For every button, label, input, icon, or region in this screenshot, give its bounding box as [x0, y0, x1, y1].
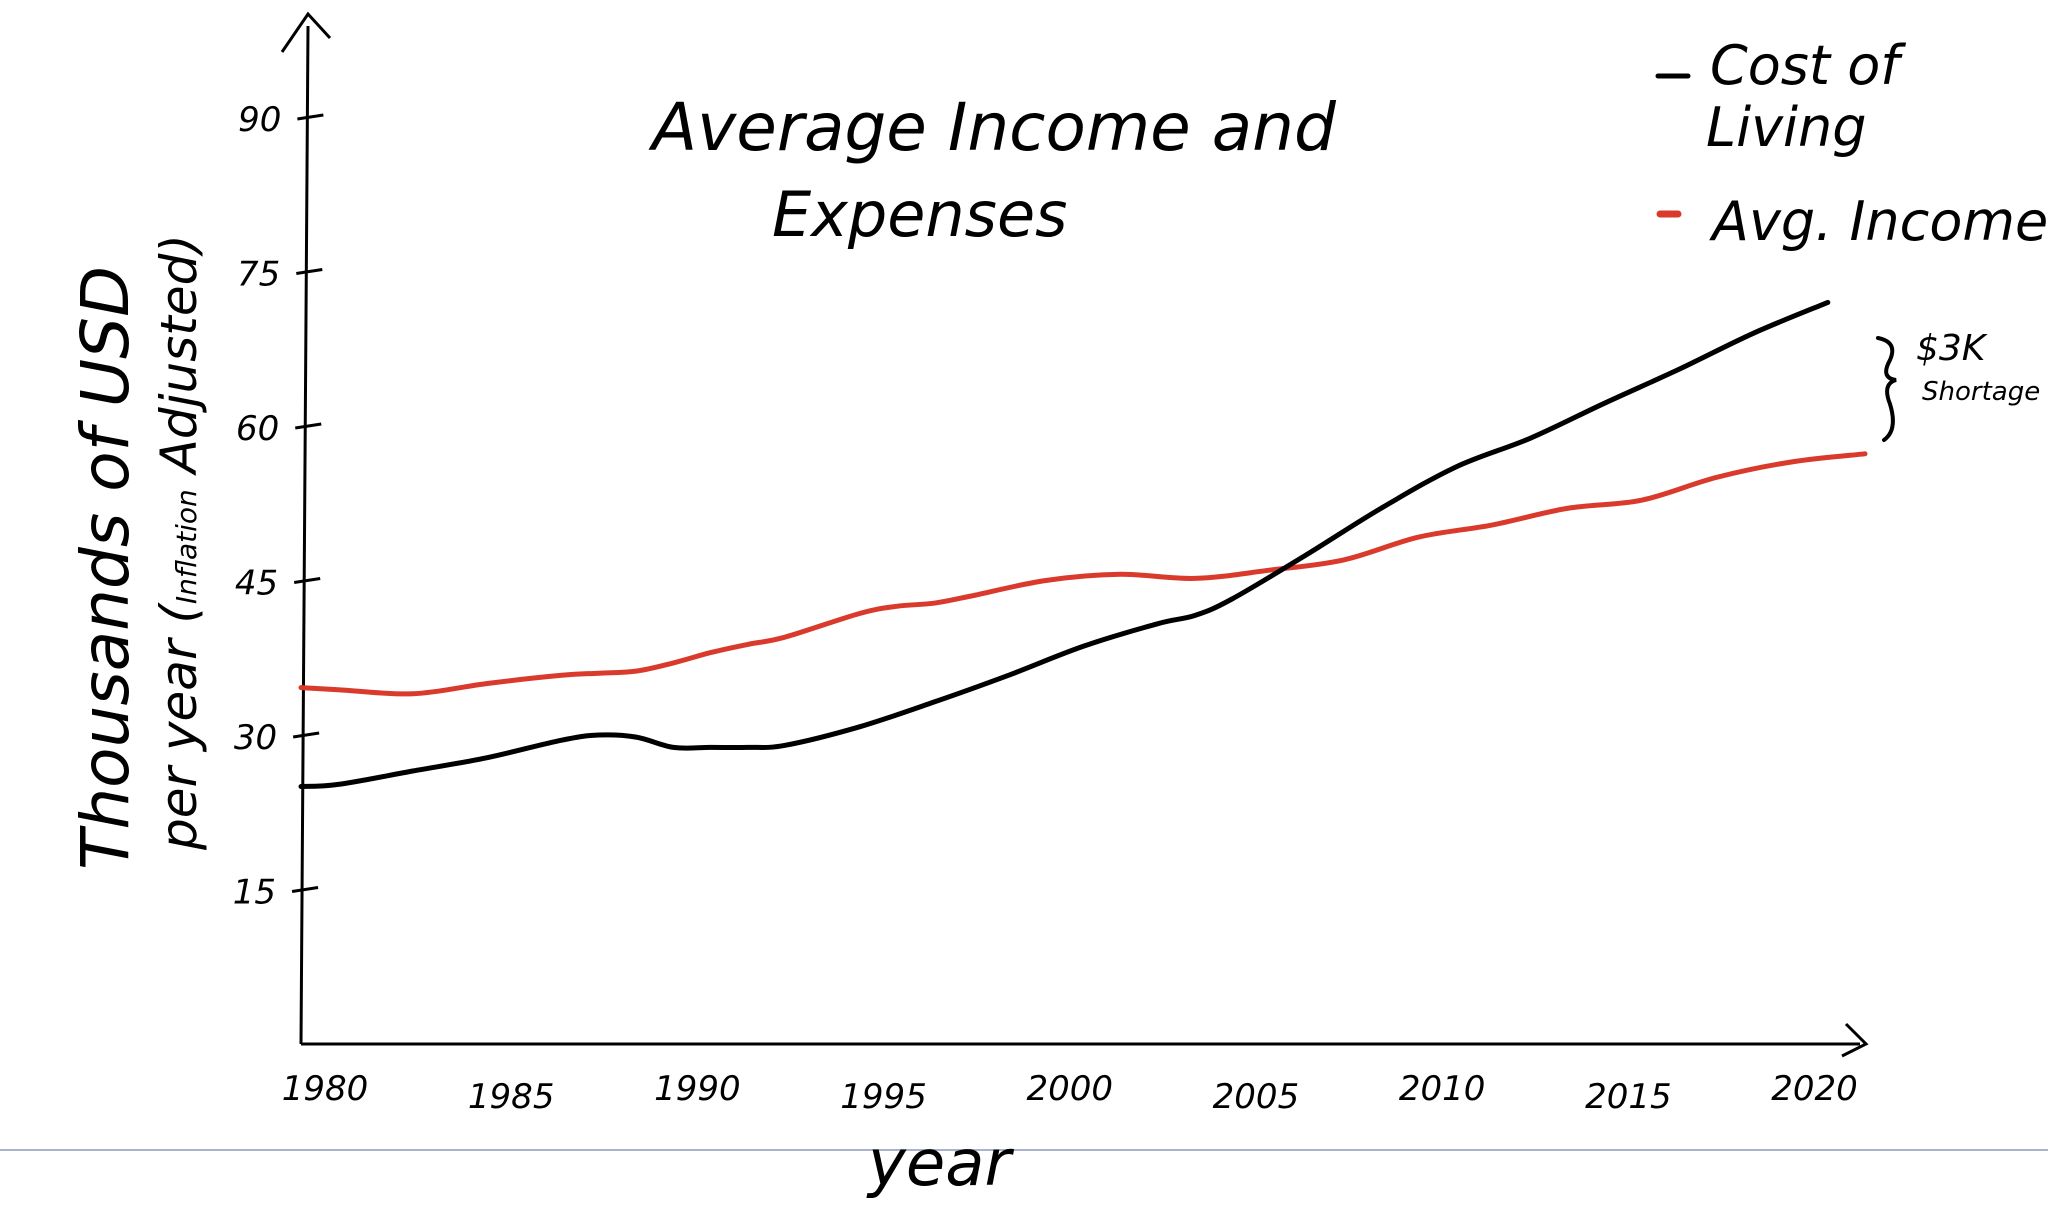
x-tick-label: 2020 [1771, 1069, 1858, 1109]
y-axis-label-part1: per year ( [150, 602, 208, 851]
y-axis-label-line2: per year (Inflation Adjusted) [150, 234, 208, 851]
y-axis-label-small: Inflation [170, 489, 203, 604]
y-tick-label: 30 [234, 718, 277, 758]
chart-title-line2: Expenses [772, 178, 1067, 251]
y-axis-label-line1: Thousands of USD [67, 266, 144, 870]
shortage-label: Shortage [1922, 377, 2040, 407]
x-ticks: 1980 1985 1990 1995 2000 2005 2010 2015 2020 [282, 1069, 1858, 1117]
x-tick-label: 1995 [840, 1077, 927, 1117]
shortage-amount: $3K [1916, 328, 1988, 369]
chart-title-line1: Average Income and [648, 89, 1337, 166]
y-tick-mark [291, 886, 319, 893]
y-tick-mark [297, 113, 324, 121]
legend-label-avg-income: Avg. Income [1709, 190, 2048, 253]
y-tick-label: 45 [235, 564, 278, 604]
x-tick-label: 1980 [282, 1069, 369, 1109]
y-tick-mark [292, 731, 320, 739]
y-axis-line [299, 25, 310, 1045]
x-tick-label: 2015 [1585, 1077, 1672, 1117]
y-tick-label: 15 [233, 873, 276, 913]
x-tick-label: 2000 [1026, 1069, 1113, 1109]
legend: Cost of Living Avg. Income [1655, 34, 2048, 253]
y-tick-mark [296, 268, 323, 275]
y-ticks: 15 30 45 60 75 90 [233, 100, 324, 913]
x-tick-label: 2010 [1399, 1069, 1486, 1109]
y-axis-label-part3: Adjusted) [150, 234, 208, 489]
y-tick-mark [293, 577, 321, 584]
x-axis-label: year [866, 1127, 1014, 1201]
series-line-avg-income [298, 451, 1868, 697]
legend-label-cost-of-living-line1: Cost of [1710, 34, 1906, 97]
shortage-brace [1876, 336, 1897, 442]
y-tick-label: 90 [238, 100, 281, 140]
axes [280, 11, 1869, 1058]
x-tick-label: 2005 [1213, 1077, 1300, 1117]
y-tick-mark [295, 422, 322, 430]
series-line-cost-of-living [298, 299, 1831, 789]
shortage-annotation: $3K Shortage [1876, 328, 2040, 442]
series-lines [298, 299, 1868, 789]
y-tick-label: 60 [236, 409, 279, 449]
x-tick-label: 1990 [654, 1069, 741, 1109]
y-axis-arrow [280, 11, 332, 53]
legend-label-cost-of-living-line2: Living [1706, 96, 1867, 159]
y-tick-label: 75 [237, 255, 280, 295]
x-tick-label: 1985 [468, 1077, 555, 1117]
x-axis-arrow [1841, 1022, 1869, 1058]
